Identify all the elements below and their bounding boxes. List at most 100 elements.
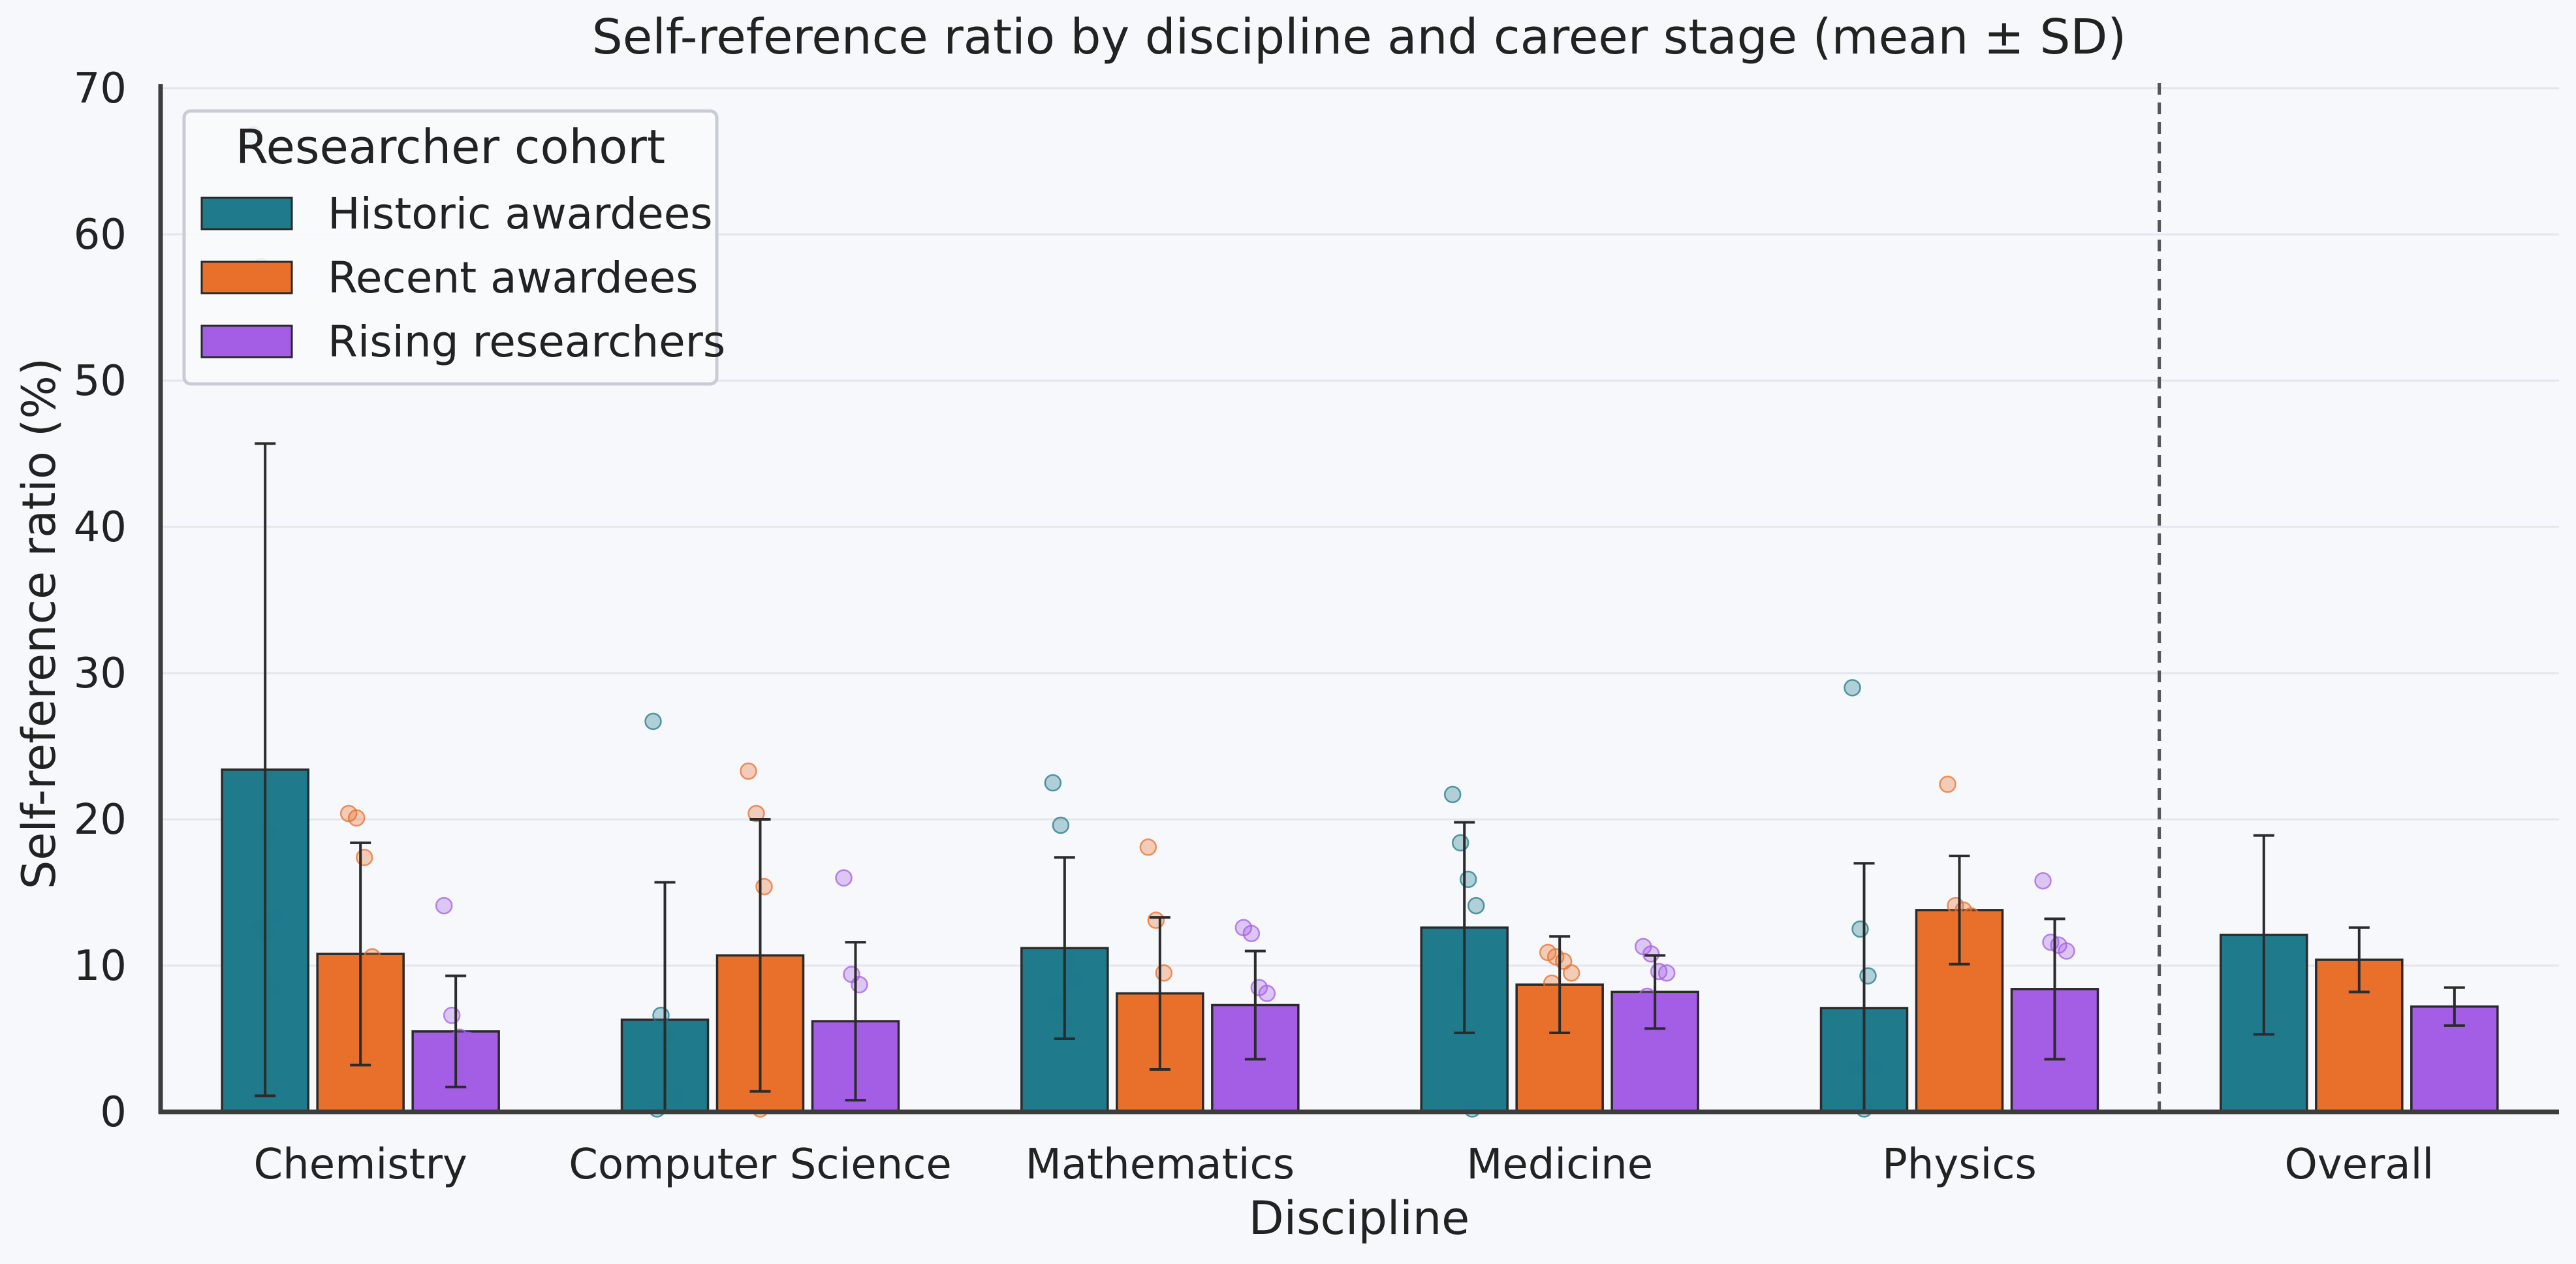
- data-point: [648, 1100, 666, 1118]
- data-point: [1258, 985, 1276, 1002]
- data-point: [2038, 1009, 2056, 1027]
- data-point: [839, 1065, 856, 1083]
- y-tick-labels: 0 10 20 30 40 50 60 70: [74, 65, 127, 1137]
- y-tick-label: 0: [100, 1088, 127, 1137]
- data-point: [343, 979, 362, 996]
- x-tick-label: Mathematics: [1026, 1141, 1295, 1189]
- data-point: [1139, 838, 1157, 856]
- data-point: [443, 1006, 461, 1024]
- data-point: [1638, 987, 1656, 1005]
- legend-swatch: [200, 324, 293, 358]
- data-point: [1654, 1043, 1672, 1061]
- data-point: [1859, 967, 1877, 985]
- data-point: [1155, 964, 1173, 982]
- data-point: [2054, 1065, 2071, 1083]
- data-point: [1044, 774, 1062, 792]
- data-point: [644, 712, 662, 731]
- x-tick-label: Overall: [2284, 1141, 2434, 1189]
- data-point: [339, 1088, 358, 1106]
- y-tick-label: 30: [74, 650, 127, 698]
- data-point: [1067, 972, 1086, 989]
- legend-label: Historic awardees: [328, 189, 713, 239]
- data-point: [835, 869, 853, 887]
- legend-swatch: [200, 261, 293, 294]
- data-point: [1939, 775, 1956, 793]
- data-point: [1962, 907, 1980, 925]
- data-point: [1143, 1035, 1161, 1054]
- data-point: [1234, 1069, 1253, 1087]
- data-point: [2058, 942, 2075, 960]
- x-tick-labels: Chemistry Computer Science Mathematics Medi…: [253, 1141, 2434, 1189]
- axes: [158, 84, 2559, 1114]
- legend-label: Recent awardees: [328, 253, 698, 303]
- data-point: [751, 1100, 769, 1118]
- data-point: [458, 1031, 477, 1049]
- x-tick-label: Computer Science: [569, 1141, 952, 1189]
- data-point: [359, 1059, 377, 1077]
- data-point: [268, 907, 286, 925]
- data-point: [347, 809, 366, 827]
- data-point: [1943, 919, 1960, 937]
- y-tick-label: 10: [74, 942, 127, 990]
- data-point: [1238, 1009, 1257, 1027]
- y-tick-label: 50: [74, 357, 127, 405]
- data-point: [435, 896, 453, 915]
- legend-box: [182, 109, 719, 386]
- data-point: [668, 1088, 685, 1106]
- y-tick-label: 40: [74, 503, 127, 552]
- data-point: [1562, 964, 1580, 982]
- data-point: [1851, 920, 1869, 938]
- data-point: [1642, 945, 1660, 963]
- data-point: [1163, 1009, 1181, 1027]
- errorbar-group: [255, 442, 2465, 1113]
- x-axis-label: Discipline: [1249, 1192, 1470, 1245]
- x-tick-label: Physics: [1882, 1141, 2037, 1189]
- data-point: [1844, 679, 1861, 697]
- data-point: [1443, 785, 1462, 804]
- data-point: [2034, 872, 2052, 890]
- data-point: [858, 1040, 876, 1058]
- data-point: [1550, 1078, 1569, 1096]
- data-point: [1463, 1100, 1481, 1118]
- data-point: [1847, 1059, 1865, 1077]
- legend: Researcher cohort Historic awardees Recen…: [182, 109, 725, 386]
- data-point: [851, 975, 868, 994]
- data-point: [1543, 974, 1561, 992]
- data-point: [1657, 964, 1676, 982]
- data-point: [1048, 994, 1066, 1013]
- data-point: [260, 825, 278, 843]
- y-tick-label: 60: [74, 211, 127, 259]
- y-axis-label: Self-reference ratio (%): [12, 358, 66, 889]
- legend-label: Rising researchers: [328, 317, 725, 367]
- y-tick-label: 20: [74, 796, 127, 844]
- data-point: [755, 877, 773, 896]
- data-point: [1242, 924, 1261, 942]
- y-tick-label: 70: [74, 65, 127, 113]
- x-tick-label: Medicine: [1466, 1141, 1653, 1189]
- legend-title: Researcher cohort: [236, 119, 665, 174]
- data-point: [652, 1006, 670, 1024]
- data-point: [1052, 816, 1070, 834]
- data-point: [1147, 911, 1165, 929]
- legend-swatch: [200, 197, 293, 230]
- data-point: [1467, 896, 1485, 915]
- data-point: [1451, 834, 1469, 852]
- data-point: [740, 762, 757, 780]
- data-point: [1867, 1058, 1885, 1075]
- data-point: [744, 1006, 761, 1024]
- data-point: [363, 948, 381, 966]
- bar-group: [221, 768, 2499, 1113]
- chart-title: Self-reference ratio by discipline and c…: [592, 9, 2127, 65]
- data-point: [747, 804, 765, 823]
- data-point: [660, 1027, 678, 1045]
- data-point: [454, 1075, 473, 1093]
- data-point: [1459, 870, 1477, 889]
- data-point: [1958, 948, 1976, 966]
- data-point: [264, 981, 282, 1000]
- x-tick-label: Chemistry: [253, 1141, 467, 1189]
- data-point: [1060, 953, 1078, 970]
- data-point: [355, 848, 373, 866]
- data-point: [1254, 1040, 1272, 1058]
- data-point: [763, 968, 781, 987]
